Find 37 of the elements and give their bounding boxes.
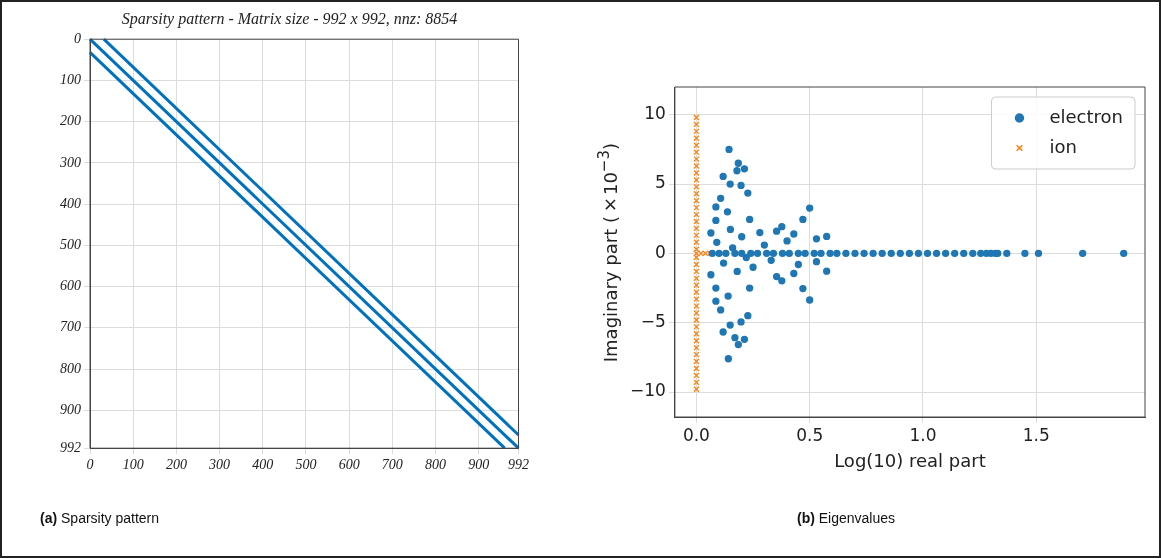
y-tick-label: 700 <box>60 319 81 335</box>
legend-label: electron <box>1049 105 1123 127</box>
y-tick-label: −5 <box>640 311 666 332</box>
y-tick-label: 0 <box>655 241 666 262</box>
x-tick-label: 200 <box>165 457 187 473</box>
chart-title: Sparsity pattern - Matrix size - 992 x 992, nnz: 8854 <box>121 9 458 28</box>
x-tick-label: 1.5 <box>1022 424 1050 445</box>
x-tick-label: 0 <box>86 457 94 473</box>
x-tick-label: 500 <box>295 457 317 473</box>
y-tick-label: 900 <box>60 401 81 417</box>
legend-label: ion <box>1049 135 1077 157</box>
text: (a) Sparsity pattern <box>40 510 160 526</box>
x-tick-label: 900 <box>468 457 490 473</box>
x-tick-label: 700 <box>381 457 403 473</box>
text: (b) Eigenvalues <box>797 510 896 526</box>
y-tick-label: 100 <box>60 72 81 88</box>
x-tick-label: 600 <box>338 457 360 473</box>
y-tick-label: 600 <box>60 278 81 294</box>
y-tick-label: −10 <box>629 380 666 401</box>
x-tick-label: 0.0 <box>682 424 710 445</box>
x-axis-title: Log(10) real part <box>834 449 986 471</box>
y-tick-label: 400 <box>60 195 81 211</box>
x-tick-label: 400 <box>252 457 274 473</box>
x-tick-label: 300 <box>208 457 231 473</box>
x-tick-label: 992 <box>508 457 529 473</box>
y-tick-label: 0 <box>74 30 81 46</box>
x-tick-label: 100 <box>122 457 144 473</box>
y-tick-label: 300 <box>59 154 81 170</box>
x-tick-label: 1.0 <box>909 424 937 445</box>
y-tick-label: 200 <box>60 113 81 129</box>
y-tick-label: 5 <box>655 172 666 193</box>
y-tick-label: 10 <box>644 103 666 124</box>
x-tick-label: 0.5 <box>796 424 824 445</box>
y-tick-label: 992 <box>60 439 81 455</box>
x-tick-label: 800 <box>425 457 447 473</box>
y-tick-label: 800 <box>60 360 81 376</box>
y-tick-label: 500 <box>60 237 81 253</box>
